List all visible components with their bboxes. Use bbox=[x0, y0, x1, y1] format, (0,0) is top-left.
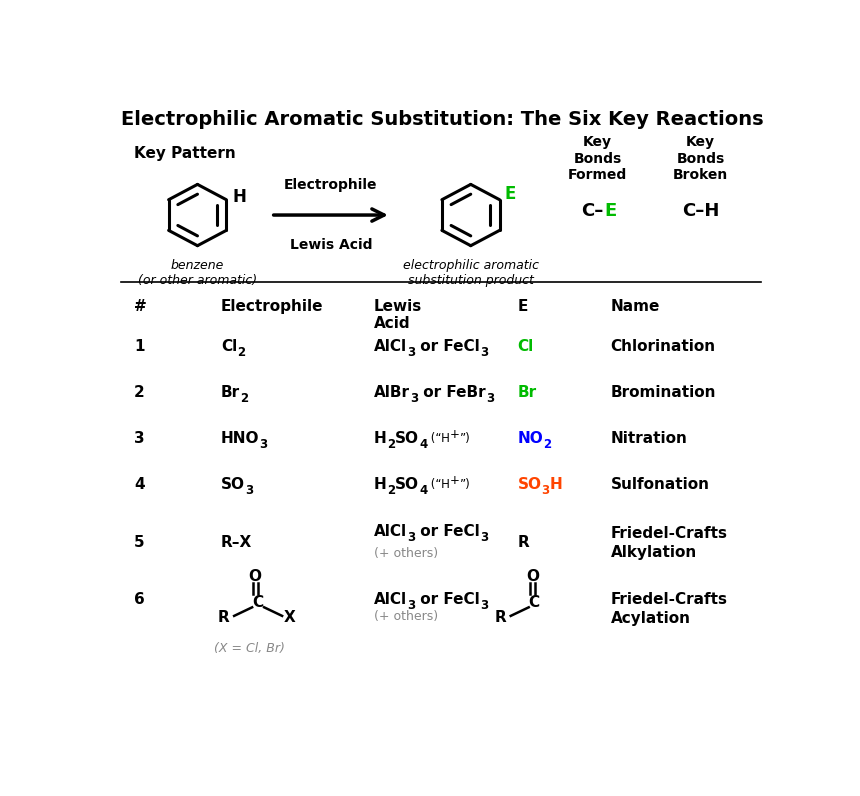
Text: R: R bbox=[518, 536, 529, 551]
Text: X: X bbox=[284, 611, 296, 625]
Text: Chlorination: Chlorination bbox=[611, 339, 716, 354]
Text: E: E bbox=[518, 299, 528, 314]
Text: 3: 3 bbox=[410, 392, 418, 405]
Text: 5: 5 bbox=[134, 536, 144, 551]
Text: Bromination: Bromination bbox=[611, 385, 716, 400]
Text: Lewis Acid: Lewis Acid bbox=[290, 238, 372, 252]
Text: Alkylation: Alkylation bbox=[611, 545, 697, 560]
Text: 1: 1 bbox=[134, 339, 144, 354]
Text: AlBr: AlBr bbox=[374, 385, 410, 400]
Text: Key Pattern: Key Pattern bbox=[134, 146, 236, 161]
Text: NO: NO bbox=[518, 431, 544, 447]
Text: Electrophile: Electrophile bbox=[284, 178, 378, 192]
Text: HNO: HNO bbox=[221, 431, 260, 447]
Text: SO: SO bbox=[395, 431, 419, 447]
Text: C–: C– bbox=[580, 201, 603, 220]
Text: 2: 2 bbox=[387, 484, 395, 497]
Text: 3: 3 bbox=[408, 531, 415, 544]
Text: (“H: (“H bbox=[427, 478, 450, 491]
Text: 3: 3 bbox=[480, 531, 488, 544]
Text: R: R bbox=[218, 611, 230, 625]
Text: ”): ”) bbox=[460, 432, 470, 445]
Text: Name: Name bbox=[611, 299, 660, 314]
Text: SO: SO bbox=[395, 478, 419, 492]
Text: or FeBr: or FeBr bbox=[418, 385, 486, 400]
Text: AlCl: AlCl bbox=[374, 525, 408, 540]
Text: Key
Bonds
Formed: Key Bonds Formed bbox=[568, 135, 627, 181]
Text: Key
Bonds
Broken: Key Bonds Broken bbox=[673, 135, 728, 181]
Text: #: # bbox=[134, 299, 147, 314]
Text: Nitration: Nitration bbox=[611, 431, 688, 447]
Text: benzene
(or other aromatic): benzene (or other aromatic) bbox=[138, 259, 257, 287]
Text: electrophilic aromatic
substitution product: electrophilic aromatic substitution prod… bbox=[402, 259, 538, 287]
Text: 3: 3 bbox=[260, 438, 267, 451]
Text: Acylation: Acylation bbox=[611, 611, 691, 626]
Text: (+ others): (+ others) bbox=[374, 610, 439, 623]
Text: or FeCl: or FeCl bbox=[415, 592, 480, 607]
Text: 3: 3 bbox=[408, 599, 415, 612]
Text: 2: 2 bbox=[237, 345, 245, 359]
Text: Sulfonation: Sulfonation bbox=[611, 478, 710, 492]
Text: E: E bbox=[604, 201, 617, 220]
Text: Cl: Cl bbox=[221, 339, 237, 354]
Text: 4: 4 bbox=[419, 484, 427, 497]
Text: Cl: Cl bbox=[518, 339, 534, 354]
Text: +: + bbox=[450, 474, 460, 487]
Text: ”): ”) bbox=[460, 478, 470, 491]
Text: Br: Br bbox=[518, 385, 537, 400]
Text: C–H: C–H bbox=[682, 201, 720, 220]
Text: 2: 2 bbox=[387, 438, 395, 451]
Text: 3: 3 bbox=[486, 392, 494, 405]
Text: (X = Cl, Br): (X = Cl, Br) bbox=[214, 642, 285, 655]
Text: O: O bbox=[249, 569, 261, 584]
Text: 3: 3 bbox=[480, 599, 488, 612]
Text: H: H bbox=[550, 478, 562, 492]
Text: AlCl: AlCl bbox=[374, 339, 408, 354]
Text: 2: 2 bbox=[240, 392, 248, 405]
Text: SO: SO bbox=[221, 478, 245, 492]
Text: 3: 3 bbox=[134, 431, 144, 447]
Text: (“H: (“H bbox=[427, 432, 450, 445]
Text: or FeCl: or FeCl bbox=[415, 339, 480, 354]
Text: Friedel-Crafts: Friedel-Crafts bbox=[611, 592, 728, 607]
Text: H: H bbox=[232, 188, 246, 205]
Text: H: H bbox=[374, 431, 387, 447]
Text: SO: SO bbox=[518, 478, 542, 492]
Text: C: C bbox=[252, 595, 263, 610]
Text: O: O bbox=[526, 569, 539, 584]
Text: AlCl: AlCl bbox=[374, 592, 408, 607]
Text: 4: 4 bbox=[419, 438, 427, 451]
Text: 2: 2 bbox=[134, 385, 144, 400]
Text: +: + bbox=[450, 428, 460, 441]
Text: R: R bbox=[494, 611, 506, 625]
Text: 3: 3 bbox=[542, 484, 550, 497]
Text: 3: 3 bbox=[408, 345, 415, 359]
Text: Electrophile: Electrophile bbox=[221, 299, 323, 314]
Text: 3: 3 bbox=[480, 345, 488, 359]
Text: 2: 2 bbox=[544, 438, 551, 451]
Text: Electrophilic Aromatic Substitution: The Six Key Reactions: Electrophilic Aromatic Substitution: The… bbox=[120, 110, 764, 129]
Text: (+ others): (+ others) bbox=[374, 548, 439, 560]
Text: or FeCl: or FeCl bbox=[415, 525, 480, 540]
Text: Friedel-Crafts: Friedel-Crafts bbox=[611, 525, 728, 540]
Text: 3: 3 bbox=[245, 484, 253, 497]
Text: R–X: R–X bbox=[221, 536, 252, 551]
Text: E: E bbox=[505, 185, 516, 203]
Text: 4: 4 bbox=[134, 478, 144, 492]
Text: H: H bbox=[374, 478, 387, 492]
Text: 6: 6 bbox=[134, 592, 144, 607]
Text: C: C bbox=[529, 595, 539, 610]
Text: Lewis
Acid: Lewis Acid bbox=[374, 299, 422, 331]
Text: Br: Br bbox=[221, 385, 240, 400]
